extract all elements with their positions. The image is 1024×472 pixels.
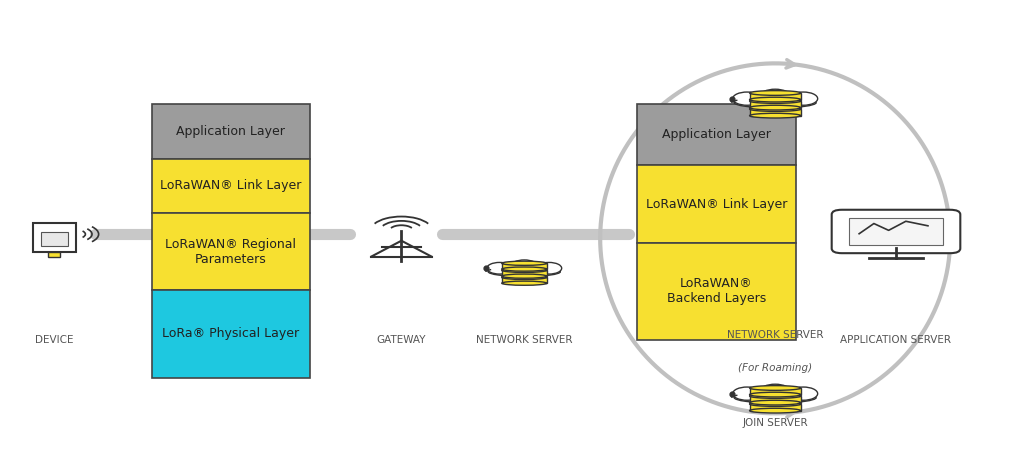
Text: JOIN SERVER: JOIN SERVER [742,418,808,428]
Bar [637,243,796,340]
Bar [48,252,60,257]
Bar [152,104,310,159]
Ellipse shape [502,267,547,271]
Text: LoRa® Physical Layer: LoRa® Physical Layer [163,327,299,340]
Ellipse shape [502,268,547,272]
Ellipse shape [788,387,817,400]
Ellipse shape [750,113,801,118]
Bar [152,159,310,213]
Bar [750,388,801,395]
Ellipse shape [760,89,791,103]
Bar [502,263,547,269]
Bar [33,223,76,252]
Ellipse shape [537,262,562,274]
Bar [152,290,310,378]
Ellipse shape [750,107,801,111]
Ellipse shape [750,97,801,102]
Ellipse shape [733,92,762,105]
Text: (For Roaming): (For Roaming) [738,363,812,373]
Text: APPLICATION SERVER: APPLICATION SERVER [841,335,951,345]
Bar [502,270,547,276]
Ellipse shape [502,281,547,285]
Text: Application Layer: Application Layer [176,125,286,138]
Ellipse shape [750,386,801,390]
Ellipse shape [750,408,801,413]
Bar [41,232,68,246]
Text: LoRaWAN® Link Layer: LoRaWAN® Link Layer [645,198,787,211]
Text: DEVICE: DEVICE [35,335,74,345]
Ellipse shape [502,261,547,265]
Bar [637,104,796,165]
Bar [750,93,801,100]
Ellipse shape [488,267,560,277]
Ellipse shape [788,92,817,105]
Text: NETWORK SERVER: NETWORK SERVER [476,335,572,345]
Bar [502,278,547,283]
Ellipse shape [750,400,801,405]
Ellipse shape [486,262,512,274]
Ellipse shape [750,394,801,398]
Bar [750,109,801,116]
Ellipse shape [502,275,547,279]
Bar [750,396,801,403]
Text: NETWORK SERVER: NETWORK SERVER [727,330,823,340]
Text: GATEWAY: GATEWAY [377,335,426,345]
Ellipse shape [734,97,816,108]
Ellipse shape [750,392,801,397]
Ellipse shape [750,105,801,110]
Bar [637,165,796,243]
Ellipse shape [734,392,816,403]
Bar [849,218,943,245]
Ellipse shape [502,274,547,278]
Ellipse shape [760,384,791,398]
Bar [152,213,310,290]
FancyBboxPatch shape [831,210,961,253]
Ellipse shape [511,260,538,272]
Bar [750,404,801,411]
Ellipse shape [750,91,801,95]
Ellipse shape [750,99,801,103]
Bar [750,101,801,108]
Text: LoRaWAN® Link Layer: LoRaWAN® Link Layer [160,179,302,193]
Ellipse shape [733,387,762,400]
Text: LoRaWAN® Regional
Parameters: LoRaWAN® Regional Parameters [166,238,296,266]
Text: Application Layer: Application Layer [662,128,771,141]
Ellipse shape [750,402,801,406]
Text: LoRaWAN®
Backend Layers: LoRaWAN® Backend Layers [667,278,766,305]
